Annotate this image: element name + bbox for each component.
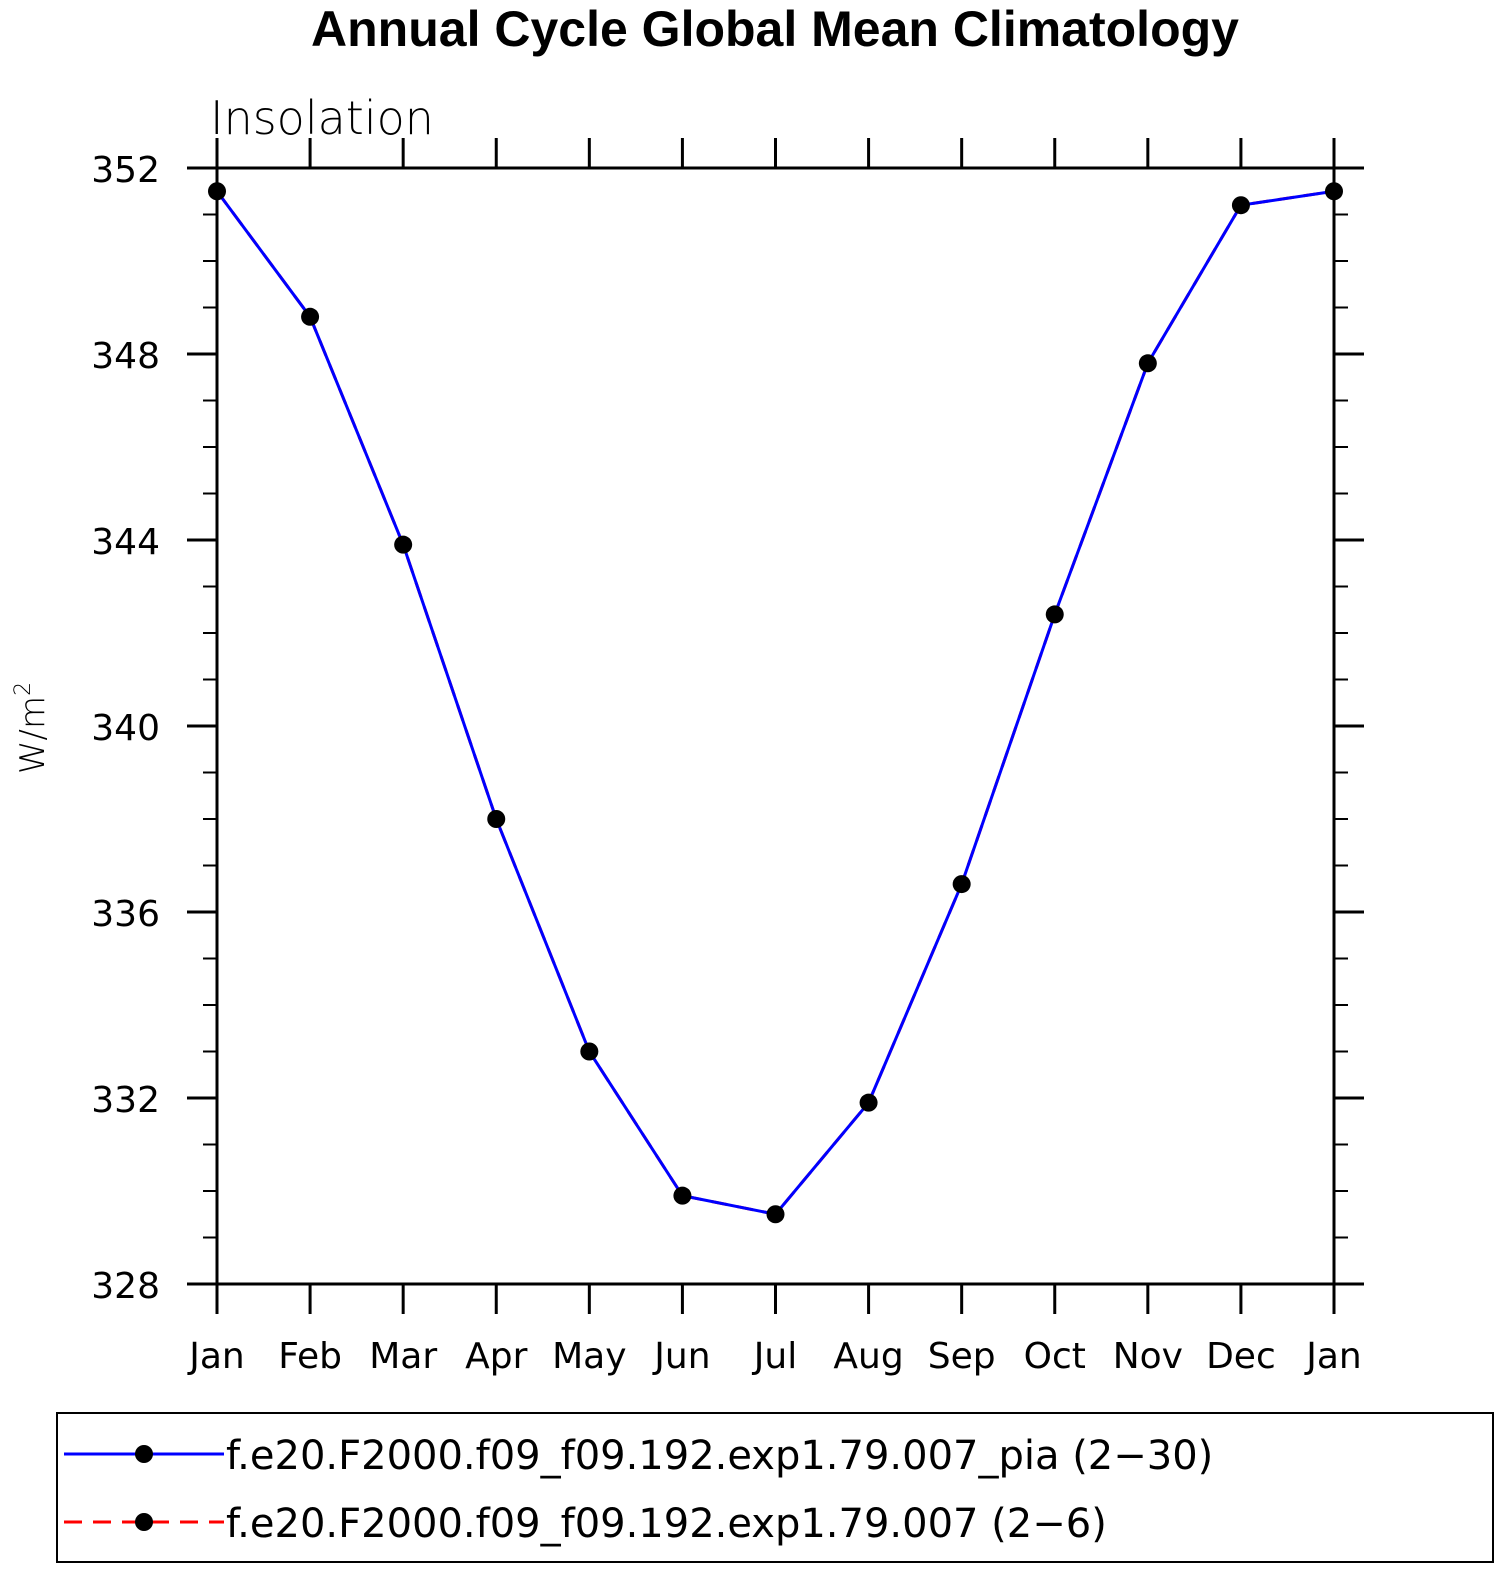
legend-box [56,1412,1494,1563]
data-point [766,1205,785,1224]
x-tick-label: Jan [187,1336,245,1377]
x-tick-label: May [552,1336,626,1377]
y-tick-label: 332 [91,1080,160,1121]
x-tick-label: Jul [752,1336,797,1377]
data-point [580,1042,599,1061]
data-point [952,875,971,894]
data-point [673,1186,692,1205]
data-point [394,535,413,554]
y-tick-label: 340 [91,708,160,749]
axis-tick-labels: Jan Feb Mar Apr May Jun Jul Aug Sep Oct Nov Dec Jan 3… [91,150,1361,1377]
series-lines [215,189,1335,1216]
svg-text:W/m2: W/m2 [11,682,53,774]
x-tick-label: Dec [1206,1336,1276,1377]
chart-subtitle: Insolation [210,91,434,145]
data-point [1138,354,1157,373]
x-tick-label: Mar [369,1336,437,1377]
y-tick-label: 328 [91,1266,160,1307]
legend-label: f.e20.F2000.f09_f09.192.exp1.79.007_pia … [226,1433,1213,1479]
x-tick-label: Aug [833,1336,903,1377]
data-point [1231,196,1250,215]
series-line [215,189,1335,1216]
plot-frame [215,166,1336,1286]
y-axis-label-text: W/m [13,696,53,774]
legend: f.e20.F2000.f09_f09.192.exp1.79.007_pia … [64,1433,1213,1547]
data-point [208,182,226,201]
x-tick-label: Apr [465,1336,527,1377]
y-axis-label-superscript: 2 [11,682,36,696]
series-markers [208,182,1343,1224]
x-tick-label: Jun [652,1336,710,1377]
axis-ticks [187,138,1364,1314]
y-tick-label: 344 [91,522,160,563]
legend-marker [135,1445,153,1463]
x-tick-label: Oct [1024,1336,1086,1377]
y-axis-label: W/m2 [11,682,53,774]
data-point [1045,605,1064,624]
series-line [215,189,1335,1216]
data-point [1325,182,1343,201]
x-tick-label: Sep [928,1336,996,1377]
x-tick-label: Feb [278,1336,342,1377]
chart-title: Annual Cycle Global Mean Climatology [311,1,1239,57]
data-point [487,810,506,828]
legend-marker [135,1513,153,1531]
data-point [859,1093,878,1112]
x-tick-label: Jan [1304,1336,1362,1377]
y-tick-label: 336 [91,894,160,935]
y-tick-label: 352 [91,150,160,191]
x-tick-label: Nov [1113,1336,1183,1377]
data-point [301,307,320,326]
y-tick-label: 348 [91,336,160,377]
legend-label: f.e20.F2000.f09_f09.192.exp1.79.007 (2−6… [226,1501,1107,1547]
